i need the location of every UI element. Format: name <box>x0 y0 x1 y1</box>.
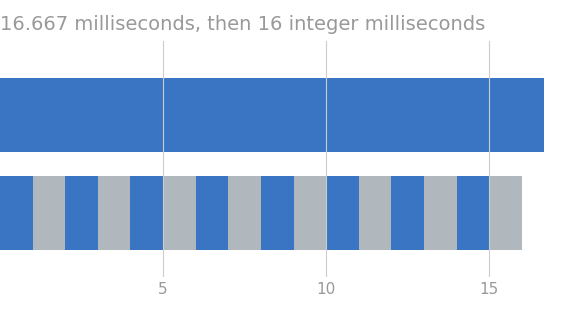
Bar <box>195 176 228 250</box>
Text: 16.667 milliseconds, then 16 integer milliseconds: 16.667 milliseconds, then 16 integer mil… <box>0 15 485 34</box>
Bar <box>65 176 98 250</box>
Bar <box>457 176 489 250</box>
Bar <box>0 176 33 250</box>
Bar <box>261 176 294 250</box>
Bar <box>98 176 131 250</box>
Bar <box>131 176 163 250</box>
Bar <box>489 176 522 250</box>
Bar <box>294 176 326 250</box>
Bar <box>359 176 392 250</box>
Bar <box>228 176 261 250</box>
Bar <box>392 176 424 250</box>
Bar <box>326 176 359 250</box>
Bar <box>0 78 544 152</box>
Bar <box>424 176 457 250</box>
Bar <box>163 176 195 250</box>
Bar <box>33 176 65 250</box>
